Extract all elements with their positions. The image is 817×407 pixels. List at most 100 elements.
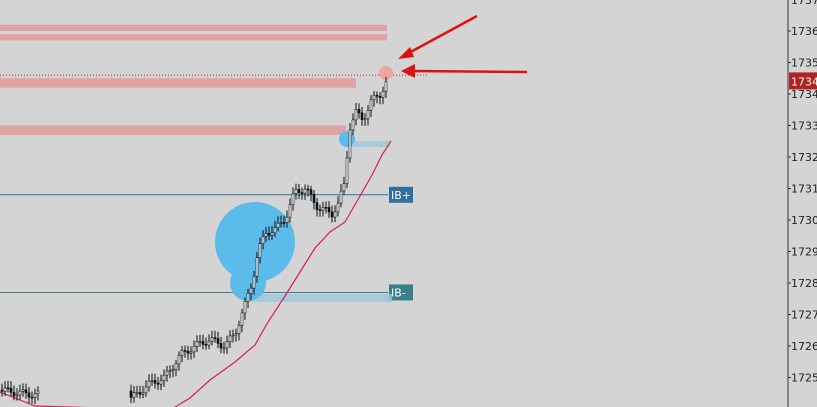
candle-body (384, 81, 388, 92)
candle-body (306, 188, 310, 191)
candle-body (213, 337, 217, 339)
candle-body (6, 387, 10, 390)
candle-body (348, 129, 352, 159)
y-tick-label: 1734 (791, 88, 817, 101)
candle-body (279, 222, 283, 224)
candle-body (375, 94, 379, 97)
candle-body (318, 209, 322, 212)
candle-body (345, 157, 349, 184)
candle-body (30, 396, 34, 399)
candle-body (360, 112, 364, 120)
candle-body (342, 183, 346, 192)
candle-body (27, 392, 31, 398)
candle-body (192, 346, 196, 353)
arrow-head (401, 64, 415, 78)
candle-body (351, 119, 355, 131)
candle-body (315, 202, 319, 211)
y-tick-label: 1725 (791, 372, 817, 385)
candle-body (243, 301, 247, 314)
candle-body (300, 192, 304, 194)
y-tick-label: 1731 (791, 183, 817, 196)
candle-body (372, 94, 376, 101)
candle-body (21, 389, 25, 392)
candle-body (336, 202, 340, 213)
candle-body (357, 109, 361, 114)
candle-body (18, 390, 22, 396)
candle-body (9, 387, 13, 393)
candle-body (207, 340, 211, 346)
candle-body (333, 211, 337, 218)
candle-body (330, 211, 334, 218)
candle-body (255, 257, 259, 277)
candle-body (132, 392, 136, 398)
y-tick-label: 1733 (791, 120, 817, 133)
candle-body (186, 350, 190, 354)
candle-body (285, 216, 289, 223)
candle-body (183, 350, 187, 352)
candle-body (159, 380, 163, 385)
resistance-zone (0, 78, 356, 88)
candle-body (270, 232, 274, 236)
y-tick-label: 1727 (791, 309, 817, 322)
y-tick-label: 1726 (791, 340, 817, 353)
candle-body (204, 344, 208, 346)
y-tick-label: 1732 (791, 151, 817, 164)
volume-bar (250, 294, 392, 302)
arrow-head (398, 47, 414, 59)
candle-body (294, 189, 298, 194)
candle-body (138, 392, 142, 395)
resistance-zone (0, 34, 387, 41)
y-tick-label: 1736 (791, 25, 817, 38)
candle-body (291, 193, 295, 206)
candle-body (171, 368, 175, 371)
candle-body (282, 222, 286, 224)
ib-level-tag (389, 284, 413, 301)
candle-body (231, 334, 235, 337)
candle-body (219, 343, 223, 349)
candle-body (201, 341, 205, 345)
candle-body (240, 312, 244, 326)
resistance-zone (0, 24, 387, 31)
y-tick-label: 1730 (791, 214, 817, 227)
arrow-line (411, 69, 528, 74)
candle-body (297, 189, 301, 193)
candle-body (309, 189, 313, 195)
candle-body (189, 351, 193, 354)
candle-body (228, 335, 232, 342)
candle-body (165, 370, 169, 376)
candle-body (153, 379, 157, 384)
volume-bar (348, 141, 390, 147)
y-tick-label: 1728 (791, 277, 817, 290)
candle-body (339, 190, 343, 204)
candle-body (225, 341, 229, 349)
candle-body (261, 236, 265, 244)
resistance-zone (0, 125, 346, 135)
candle-body (381, 90, 385, 98)
ib-level-label: IB- (391, 286, 406, 299)
candle-body (15, 394, 19, 397)
candle-body (324, 206, 328, 209)
candle-body (156, 382, 160, 385)
candle-body (3, 387, 7, 392)
y-tick-label-partial: 1737 (791, 0, 817, 7)
candle-body (303, 188, 307, 194)
candle-body (252, 275, 256, 289)
candle-body (174, 363, 178, 370)
candle-body (222, 347, 226, 350)
candle-body (354, 109, 358, 121)
y-tick-label: 1729 (791, 246, 817, 259)
candle-body (276, 222, 280, 228)
candle-body (249, 287, 253, 294)
arrow-line (404, 14, 478, 57)
candle-body (36, 390, 40, 395)
candle-body (321, 206, 325, 211)
candle-body (366, 109, 370, 120)
candle-body (195, 341, 199, 347)
candle-body (210, 337, 214, 342)
candle-body (0, 389, 4, 392)
candle-body (129, 390, 133, 398)
candle-body (150, 379, 154, 382)
candle-body (141, 392, 145, 395)
